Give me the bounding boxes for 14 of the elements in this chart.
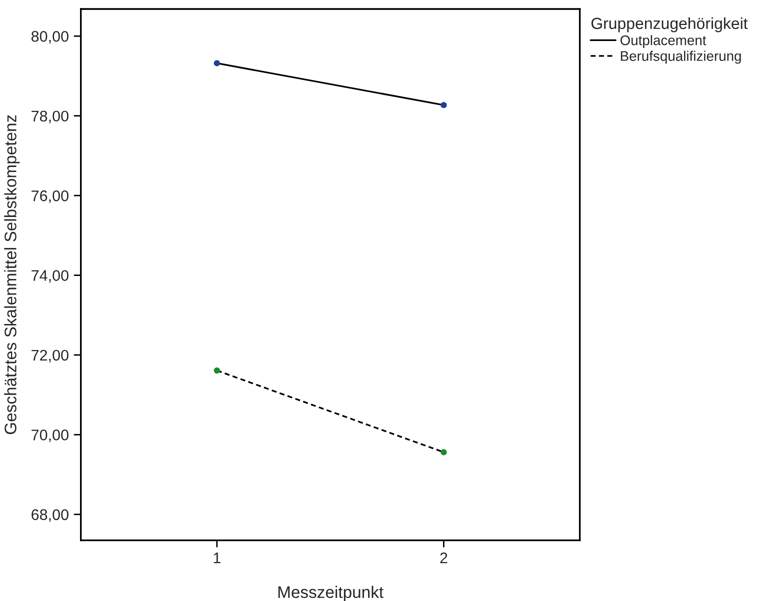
y-tick-label: 72,00 xyxy=(32,350,68,362)
y-tick-label: 70,00 xyxy=(32,430,68,442)
y-tick-label: 78,00 xyxy=(32,110,68,124)
x-tick-label: 1 xyxy=(214,552,220,564)
y-tick-label: 80,00 xyxy=(31,30,68,44)
y-tick-label: 74,00 xyxy=(32,270,68,283)
x-tick-label: 2 xyxy=(440,552,448,564)
y-tick-label: 68,00 xyxy=(32,509,68,522)
legend-label: Berufsqualifizierung xyxy=(620,50,741,64)
x-axis-title: Messzeitpunkt xyxy=(278,586,384,601)
legend-title: Gruppenzugehörigkeit xyxy=(591,17,748,32)
legend-label: Outplacement xyxy=(620,35,706,48)
y-axis-title: Geschätztes Skalenmittel Selbstkompetenz xyxy=(4,115,20,434)
y-tick-label: 76,00 xyxy=(32,190,68,204)
